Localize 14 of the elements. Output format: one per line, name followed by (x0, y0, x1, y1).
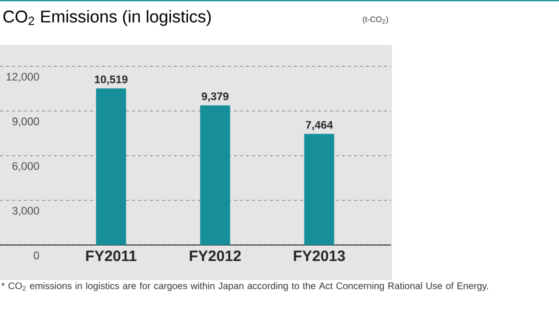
data-label: 10,519 (94, 75, 128, 85)
data-label: 9,379 (202, 92, 228, 102)
y-tick-label: 3,000 (12, 206, 40, 216)
data-label: 7,464 (306, 120, 333, 130)
y-tick-label: 12,000 (6, 72, 40, 82)
y-axis-title: (t-CO$_{2}$) (362, 16, 388, 24)
text: * CO$_{2}$ emissions in logistics are for cargoes within Japan according to the Act Concerning Rational Use of Energy. (1, 282, 488, 292)
x-tick-label: FY2013 (294, 250, 345, 262)
chart-title: CO$_{2}$ Emissions (in logistics) (3, 10, 211, 26)
y-tick-label: 0 (34, 252, 40, 260)
x-tick-label: FY2012 (190, 250, 241, 262)
x-tick-label: FY2011 (86, 250, 136, 262)
y-tick-label: 6,000 (12, 162, 40, 172)
y-tick-label: 9,000 (12, 118, 40, 127)
